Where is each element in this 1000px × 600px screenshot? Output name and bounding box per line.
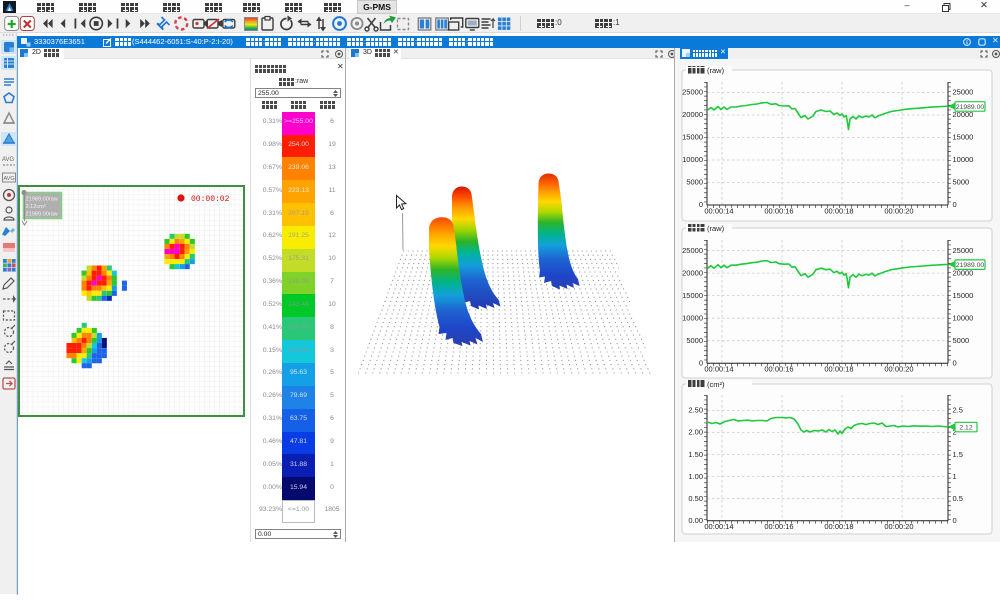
svg-text:20000: 20000 xyxy=(953,268,974,277)
svg-text:1.00: 1.00 xyxy=(688,472,703,481)
svg-text:(raw): (raw) xyxy=(707,66,725,75)
svg-text:00:00:20: 00:00:20 xyxy=(884,522,913,531)
svg-text:00:00:14: 00:00:14 xyxy=(704,522,733,531)
svg-text:0: 0 xyxy=(953,516,957,525)
svg-text:00:00:14: 00:00:14 xyxy=(704,365,733,374)
svg-text:00:00:20: 00:00:20 xyxy=(884,207,913,216)
svg-text:00:00:02: 00:00:02 xyxy=(191,195,230,204)
svg-text:(cm²): (cm²) xyxy=(707,380,725,389)
svg-text:5000: 5000 xyxy=(953,178,970,187)
svg-text:0: 0 xyxy=(953,358,957,367)
svg-text:2.12: 2.12 xyxy=(959,425,972,432)
svg-text:2.5: 2.5 xyxy=(953,406,963,415)
svg-text:25000: 25000 xyxy=(953,246,974,255)
svg-text:AVG: AVG xyxy=(2,157,15,163)
svg-text:21989.00: 21989.00 xyxy=(956,104,985,111)
svg-text:1.5: 1.5 xyxy=(953,450,963,459)
svg-text:25000: 25000 xyxy=(682,246,703,255)
svg-text:10000: 10000 xyxy=(953,313,974,322)
svg-text:0.00: 0.00 xyxy=(688,516,703,525)
svg-text:20000: 20000 xyxy=(953,110,974,119)
svg-text:10000: 10000 xyxy=(682,155,703,164)
svg-text:0: 0 xyxy=(699,358,703,367)
svg-text:(raw): (raw) xyxy=(707,224,725,233)
svg-text:AVG: AVG xyxy=(4,176,15,182)
svg-text:21989.00: 21989.00 xyxy=(956,262,985,269)
svg-text:10000: 10000 xyxy=(953,155,974,164)
svg-text:1: 1 xyxy=(953,472,957,481)
svg-text:15000: 15000 xyxy=(953,291,974,300)
svg-text:00:00:18: 00:00:18 xyxy=(824,365,853,374)
svg-text:0: 0 xyxy=(953,200,957,209)
svg-text:5000: 5000 xyxy=(686,336,703,345)
svg-text:20000: 20000 xyxy=(682,110,703,119)
svg-text:0: 0 xyxy=(699,200,703,209)
svg-text:20000: 20000 xyxy=(682,268,703,277)
svg-text:2.00: 2.00 xyxy=(688,428,703,437)
svg-text:15000: 15000 xyxy=(953,133,974,142)
svg-text:15000: 15000 xyxy=(682,133,703,142)
svg-text:00:00:18: 00:00:18 xyxy=(824,207,853,216)
svg-text:00:00:16: 00:00:16 xyxy=(764,207,793,216)
svg-text:00:00:14: 00:00:14 xyxy=(704,207,733,216)
svg-text:21989.00raw: 21989.00raw xyxy=(26,197,59,203)
svg-text:25000: 25000 xyxy=(953,88,974,97)
svg-text:1.50: 1.50 xyxy=(688,450,703,459)
svg-text:00:00:16: 00:00:16 xyxy=(764,522,793,531)
svg-text:25000: 25000 xyxy=(682,88,703,97)
svg-text:0.5: 0.5 xyxy=(953,494,963,503)
svg-text:00:00:18: 00:00:18 xyxy=(824,522,853,531)
svg-text:00:00:16: 00:00:16 xyxy=(764,365,793,374)
svg-text:00:00:20: 00:00:20 xyxy=(884,365,913,374)
svg-text:15000: 15000 xyxy=(682,291,703,300)
svg-text:5000: 5000 xyxy=(686,178,703,187)
svg-text:2.12cm²: 2.12cm² xyxy=(26,204,46,210)
svg-text:5000: 5000 xyxy=(953,336,970,345)
svg-text:0.50: 0.50 xyxy=(688,494,703,503)
svg-text:2.50: 2.50 xyxy=(688,406,703,415)
svg-text:21989.00raw: 21989.00raw xyxy=(26,212,59,218)
svg-text:2: 2 xyxy=(953,428,957,437)
svg-text:10000: 10000 xyxy=(682,313,703,322)
